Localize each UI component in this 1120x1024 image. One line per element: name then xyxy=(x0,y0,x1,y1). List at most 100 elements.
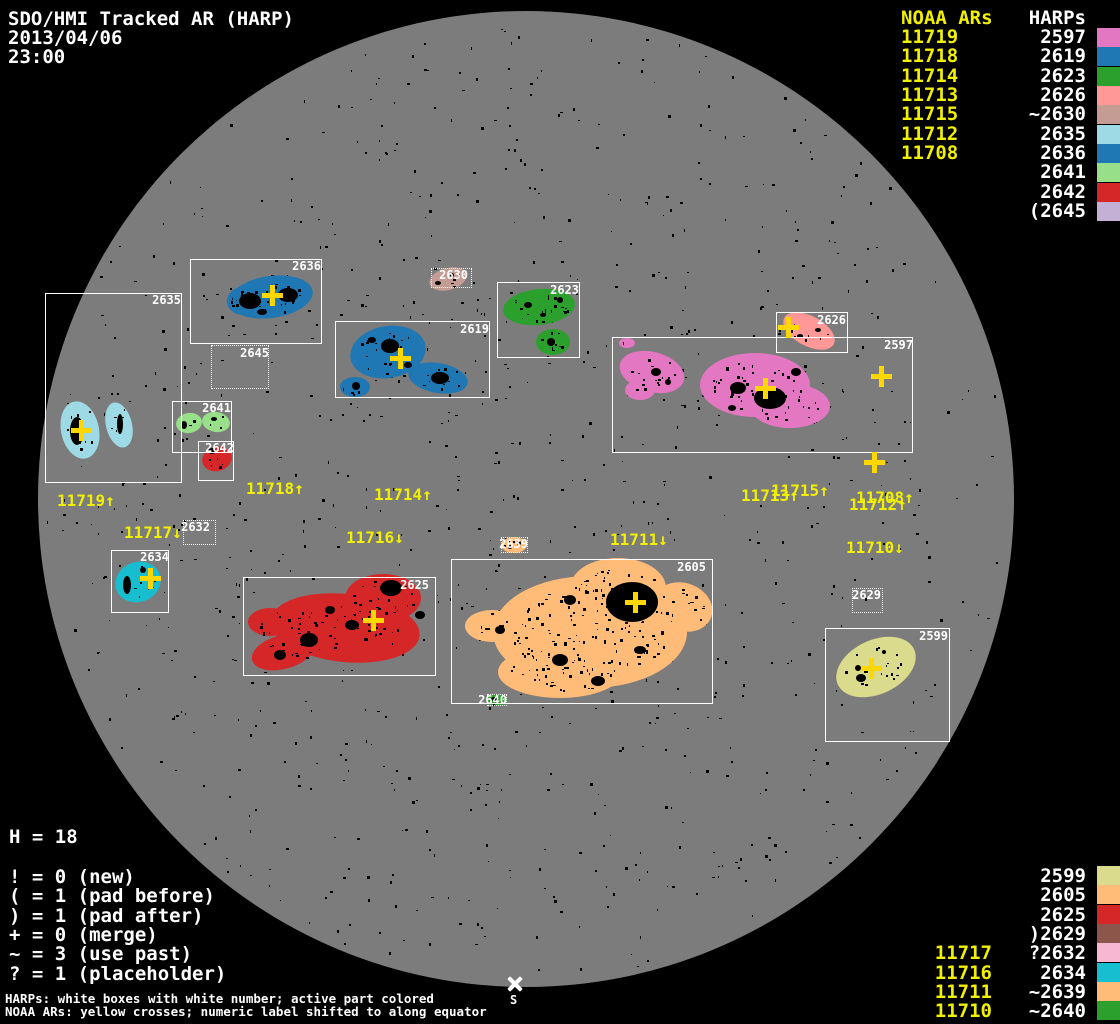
speckle xyxy=(756,531,758,534)
speckle xyxy=(528,607,531,610)
speckle xyxy=(517,636,521,639)
speckle xyxy=(647,522,649,526)
speckle xyxy=(517,497,519,500)
speckle xyxy=(767,417,770,420)
speckle xyxy=(646,644,650,646)
speckle xyxy=(526,745,528,748)
speckle xyxy=(412,603,416,607)
speckle xyxy=(781,373,784,376)
speckle xyxy=(639,936,642,939)
speckle xyxy=(334,526,337,529)
legend-top-harp: ~2630 xyxy=(1028,103,1086,126)
speckle xyxy=(240,292,243,296)
speckle xyxy=(845,670,849,674)
speckle xyxy=(709,129,712,132)
speckle xyxy=(384,363,387,365)
speckle xyxy=(716,424,718,427)
speckle xyxy=(286,138,289,140)
speckle xyxy=(677,687,679,690)
speckle xyxy=(329,419,333,421)
speckle xyxy=(855,174,858,177)
speckle xyxy=(861,346,865,349)
speckle xyxy=(568,552,571,554)
speckle xyxy=(576,654,579,657)
speckle xyxy=(743,366,746,370)
speckle xyxy=(287,285,291,288)
speckle xyxy=(573,623,577,627)
speckle xyxy=(172,262,175,265)
speckle xyxy=(265,291,268,293)
speckle xyxy=(774,879,777,883)
speckle xyxy=(232,615,235,619)
speckle xyxy=(910,421,912,424)
speckle xyxy=(514,632,518,635)
speckle xyxy=(444,368,447,372)
speckle xyxy=(866,248,869,250)
speckle xyxy=(476,78,479,81)
speckle xyxy=(482,744,485,746)
speckle xyxy=(709,475,713,479)
speckle xyxy=(448,380,450,382)
harp-region-label-2634: 2634 xyxy=(140,550,169,564)
speckle xyxy=(566,667,570,669)
speckle xyxy=(276,612,279,614)
harp-region-box-2639 xyxy=(501,537,528,553)
speckle xyxy=(793,335,796,339)
speckle xyxy=(657,381,660,385)
harp-region-dark-spot xyxy=(123,576,131,594)
speckle xyxy=(641,444,645,446)
speckle xyxy=(761,408,763,412)
speckle xyxy=(919,489,922,492)
speckle xyxy=(160,761,164,764)
speckle xyxy=(377,608,381,611)
speckle xyxy=(498,800,501,804)
speckle xyxy=(513,221,516,223)
speckle xyxy=(582,435,584,439)
legend-bottom-harp: 2599 xyxy=(1040,865,1086,887)
harp-region-label-2623: 2623 xyxy=(550,283,579,297)
speckle xyxy=(489,554,493,556)
speckle xyxy=(413,170,417,174)
speckle xyxy=(788,456,790,459)
speckle xyxy=(429,849,432,852)
speckle xyxy=(305,657,309,659)
speckle xyxy=(778,370,780,372)
speckle xyxy=(522,652,525,655)
speckle xyxy=(298,289,301,292)
speckle xyxy=(975,484,978,487)
speckle xyxy=(447,736,451,740)
speckle xyxy=(619,588,622,590)
speckle xyxy=(831,221,834,224)
speckle xyxy=(342,680,344,683)
speckle xyxy=(912,730,914,733)
speckle xyxy=(786,662,789,665)
speckle xyxy=(357,391,361,395)
time-label: 23:00 xyxy=(8,46,66,68)
speckle xyxy=(259,310,262,313)
speckle xyxy=(590,783,593,786)
speckle xyxy=(601,594,605,598)
speckle xyxy=(686,727,689,729)
speckle xyxy=(773,391,777,394)
speckle xyxy=(872,408,875,412)
speckle xyxy=(343,388,345,391)
speckle xyxy=(554,296,558,300)
speckle xyxy=(175,769,178,772)
speckle xyxy=(820,337,822,340)
speckle xyxy=(751,393,754,397)
speckle xyxy=(540,650,542,653)
speckle xyxy=(102,576,105,579)
symbol-count-line: ! = 0 (new) xyxy=(9,866,135,888)
speckle xyxy=(453,278,456,281)
speckle xyxy=(611,700,614,703)
speckle xyxy=(481,390,485,394)
speckle xyxy=(760,504,762,508)
speckle xyxy=(573,647,575,651)
speckle xyxy=(500,789,503,792)
speckle xyxy=(882,543,886,545)
speckle xyxy=(379,509,381,513)
speckle xyxy=(476,299,480,301)
speckle xyxy=(333,637,337,640)
speckle xyxy=(201,216,204,218)
speckle xyxy=(765,412,768,416)
